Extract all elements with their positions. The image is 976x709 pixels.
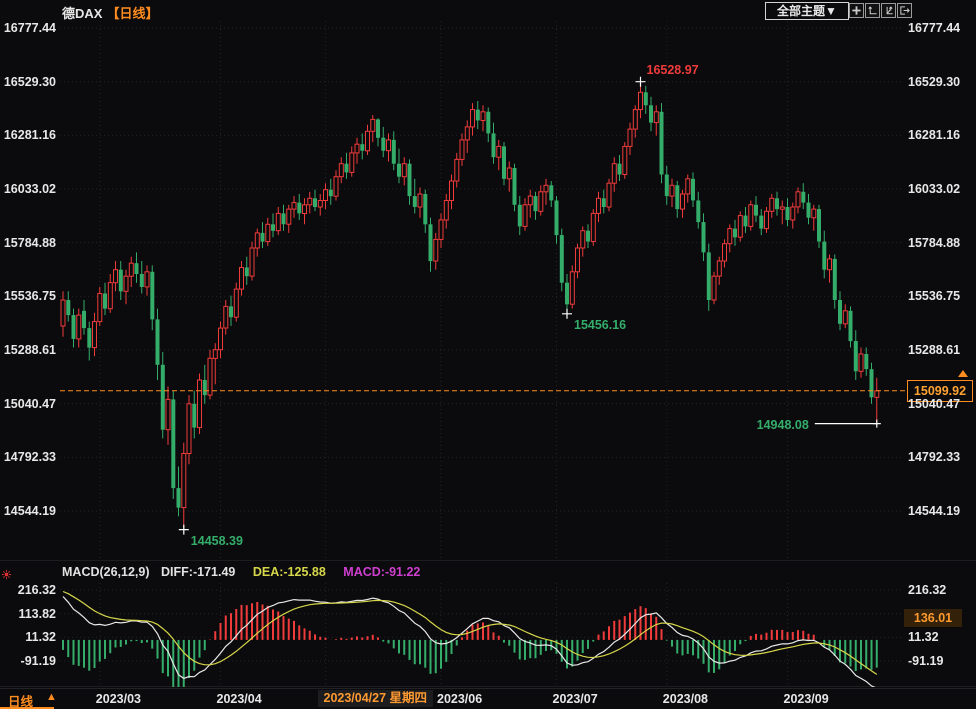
y-axis-label: 16281.16 xyxy=(3,128,56,143)
axis-scale-left-button[interactable] xyxy=(865,3,880,18)
price-annotation: 15456.16 xyxy=(574,317,627,332)
y-axis-label: 14544.19 xyxy=(3,504,56,518)
period-tab-daily[interactable]: 日线 xyxy=(8,691,33,709)
x-axis-label: 2023/09 xyxy=(783,692,829,706)
y-axis-label: 16777.44 xyxy=(3,21,56,35)
x-axis-label: 2023/07 xyxy=(552,692,598,706)
macd-axis-highlight-box: 136.01 xyxy=(904,609,962,627)
y-axis-label: 16529.30 xyxy=(3,74,56,89)
price-tag-arrow-icon xyxy=(958,369,968,377)
macd-series xyxy=(62,590,878,687)
instrument-title: 德DAX 【日线】 xyxy=(62,3,158,22)
macd-axis-label: -91.19 xyxy=(20,654,56,668)
themes-dropdown-label: 全部主题▼ xyxy=(777,4,837,18)
price-annotation: 14458.39 xyxy=(190,533,243,548)
y-axis-label: 15040.47 xyxy=(3,396,56,411)
y-axis-label: 16033.02 xyxy=(908,182,961,196)
macd-axis-highlight-value: 136.01 xyxy=(913,611,953,625)
macd-diff-value: DIFF:-171.49 xyxy=(161,565,236,579)
indicator-header: MACD(26,12,9) DIFF:-171.49 DEA:-125.88 M… xyxy=(62,565,420,579)
period-tab-label: 日线 xyxy=(8,695,34,709)
y-axis-label: 16777.44 xyxy=(908,21,961,35)
macd-dea-value: DEA:-125.88 xyxy=(252,565,326,579)
themes-dropdown[interactable]: 全部主题▼ xyxy=(765,2,849,20)
x-axis-label: 2023/04 xyxy=(216,692,262,706)
alert-marker-icon xyxy=(1,567,12,585)
symbol-name: 德DAX xyxy=(62,6,103,21)
candlestick-series xyxy=(60,81,880,530)
x-axis-label: 2023/08 xyxy=(662,692,708,706)
macd-axis-label: 11.32 xyxy=(25,630,56,645)
axis-scale-left-icon xyxy=(868,6,877,15)
y-axis-label: 15288.61 xyxy=(908,343,961,357)
price-annotation: 14948.08 xyxy=(756,417,809,432)
y-axis-label: 14792.33 xyxy=(908,450,961,465)
y-axis-label: 15040.47 xyxy=(908,396,961,411)
last-price-box: 15099.92 xyxy=(907,379,973,402)
x-axis-label: 2023/03 xyxy=(95,692,141,706)
period-expand-icon[interactable]: ▲ xyxy=(46,691,57,703)
selected-date-label: 2023/04/27 星期四 xyxy=(323,691,428,705)
axis-scale-right-button[interactable] xyxy=(881,3,896,18)
price-annotation: 16528.97 xyxy=(646,62,699,77)
last-price-value: 15099.92 xyxy=(913,383,967,398)
pop-out-icon xyxy=(900,6,910,15)
y-axis-label: 14792.33 xyxy=(3,450,56,465)
y-axis-label: 16529.30 xyxy=(908,74,961,89)
macd-axis-label: -91.19 xyxy=(908,654,944,668)
y-axis-label: 15536.75 xyxy=(3,289,56,304)
period-tag: 【日线】 xyxy=(106,6,159,21)
selected-date-box: 2023/04/27 星期四 xyxy=(317,690,434,707)
y-axis-label: 14544.19 xyxy=(908,504,961,518)
macd-title: MACD(26,12,9) xyxy=(62,565,150,579)
macd-axis-label: 216.32 xyxy=(17,583,56,597)
y-axis-label: 15288.61 xyxy=(3,343,56,357)
macd-axis-label: 11.32 xyxy=(908,630,939,645)
y-axis-label: 16033.02 xyxy=(3,182,56,196)
x-axis-label: 2023/06 xyxy=(437,692,483,706)
period-tab-underline xyxy=(0,707,54,709)
macd-macd-value: MACD:-91.22 xyxy=(343,565,421,579)
y-axis-label: 15536.75 xyxy=(908,289,961,304)
y-axis-label: 15784.88 xyxy=(908,235,961,250)
pane-layout-icon xyxy=(852,6,861,15)
macd-axis-label: 113.82 xyxy=(18,606,56,621)
y-axis-label: 16281.16 xyxy=(908,128,961,143)
pane-layout-button[interactable] xyxy=(849,3,864,18)
y-axis-label: 15784.88 xyxy=(3,235,56,250)
axis-scale-right-icon xyxy=(886,6,893,15)
pop-out-button[interactable] xyxy=(897,3,912,18)
bottom-bar: 日线 ▲ 2023/03 2023/04 2023/06 2023/07 2023/08… xyxy=(0,688,976,709)
macd-axis-label: 216.32 xyxy=(908,583,947,597)
